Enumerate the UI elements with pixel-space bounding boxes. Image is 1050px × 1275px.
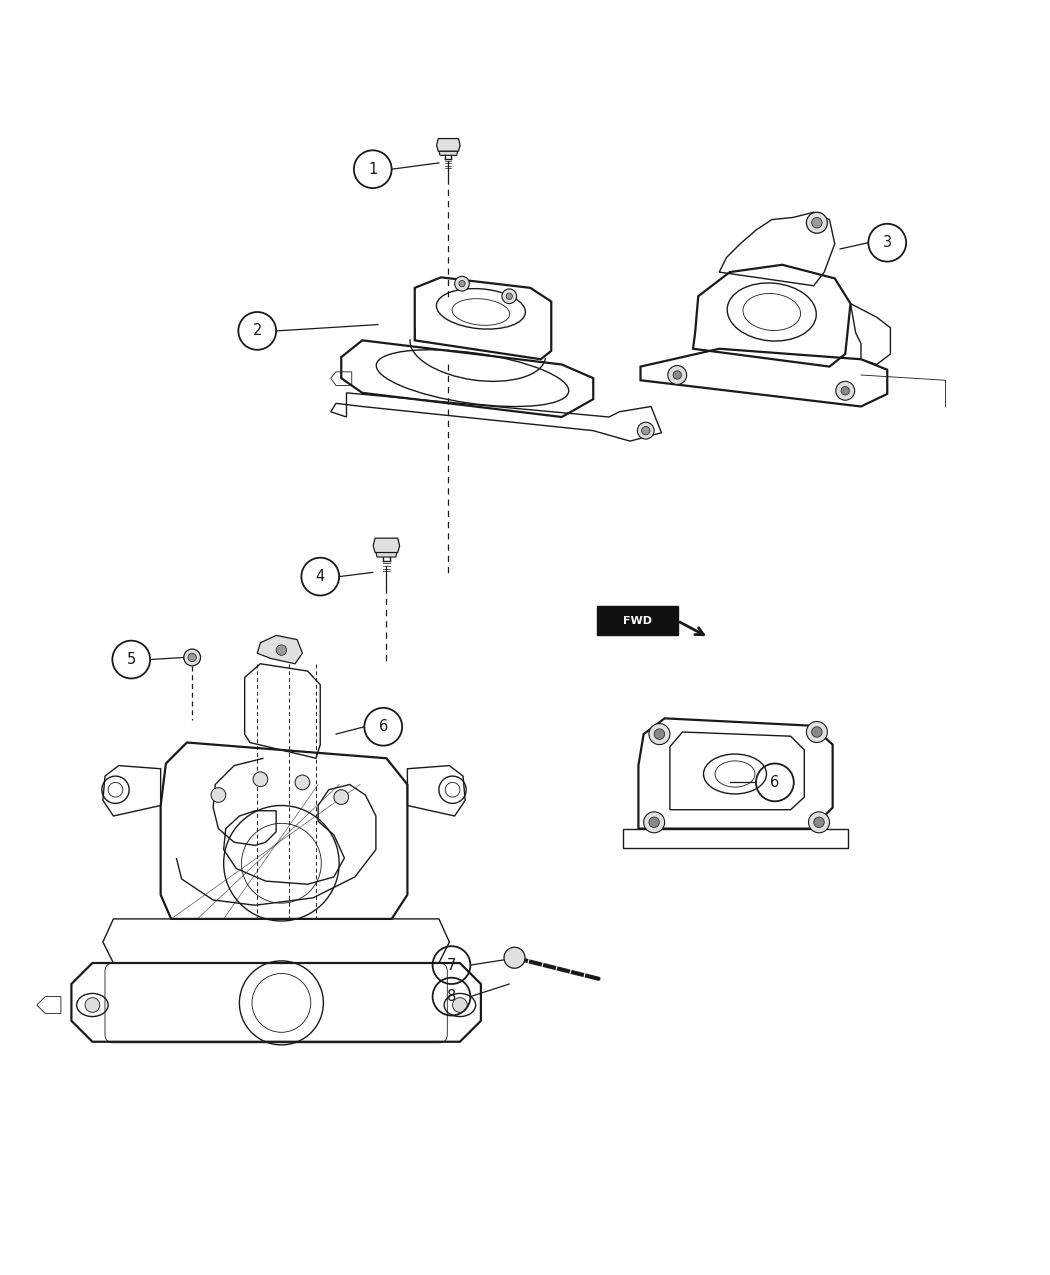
Circle shape xyxy=(334,789,349,805)
Circle shape xyxy=(808,812,830,833)
Text: 3: 3 xyxy=(883,235,891,250)
Circle shape xyxy=(642,426,650,435)
Circle shape xyxy=(668,366,687,385)
Circle shape xyxy=(841,386,849,395)
Circle shape xyxy=(295,775,310,789)
Circle shape xyxy=(812,218,822,228)
Circle shape xyxy=(806,722,827,742)
Polygon shape xyxy=(376,552,397,557)
Circle shape xyxy=(276,645,287,655)
Polygon shape xyxy=(257,635,302,664)
Polygon shape xyxy=(439,152,458,156)
Text: 7: 7 xyxy=(447,958,456,973)
Circle shape xyxy=(453,997,467,1012)
Circle shape xyxy=(211,788,226,802)
Circle shape xyxy=(184,649,201,666)
Circle shape xyxy=(502,289,517,303)
Circle shape xyxy=(649,817,659,827)
Circle shape xyxy=(637,422,654,439)
Circle shape xyxy=(649,724,670,745)
Text: 5: 5 xyxy=(127,652,135,667)
FancyBboxPatch shape xyxy=(597,606,678,635)
Text: 1: 1 xyxy=(369,162,377,177)
Text: 6: 6 xyxy=(379,719,387,734)
Circle shape xyxy=(85,997,100,1012)
Circle shape xyxy=(673,371,681,379)
Circle shape xyxy=(812,727,822,737)
Circle shape xyxy=(836,381,855,400)
Text: 2: 2 xyxy=(253,324,261,338)
Circle shape xyxy=(188,653,196,662)
Circle shape xyxy=(455,277,469,291)
Circle shape xyxy=(644,812,665,833)
Circle shape xyxy=(253,771,268,787)
Text: 4: 4 xyxy=(316,569,324,584)
Polygon shape xyxy=(373,538,400,552)
Text: FWD: FWD xyxy=(624,616,652,626)
Circle shape xyxy=(504,947,525,968)
Circle shape xyxy=(459,280,465,287)
Circle shape xyxy=(654,729,665,740)
Circle shape xyxy=(806,212,827,233)
Text: 8: 8 xyxy=(447,989,456,1005)
Circle shape xyxy=(506,293,512,300)
Polygon shape xyxy=(437,139,460,152)
Circle shape xyxy=(814,817,824,827)
Text: 6: 6 xyxy=(771,775,779,790)
